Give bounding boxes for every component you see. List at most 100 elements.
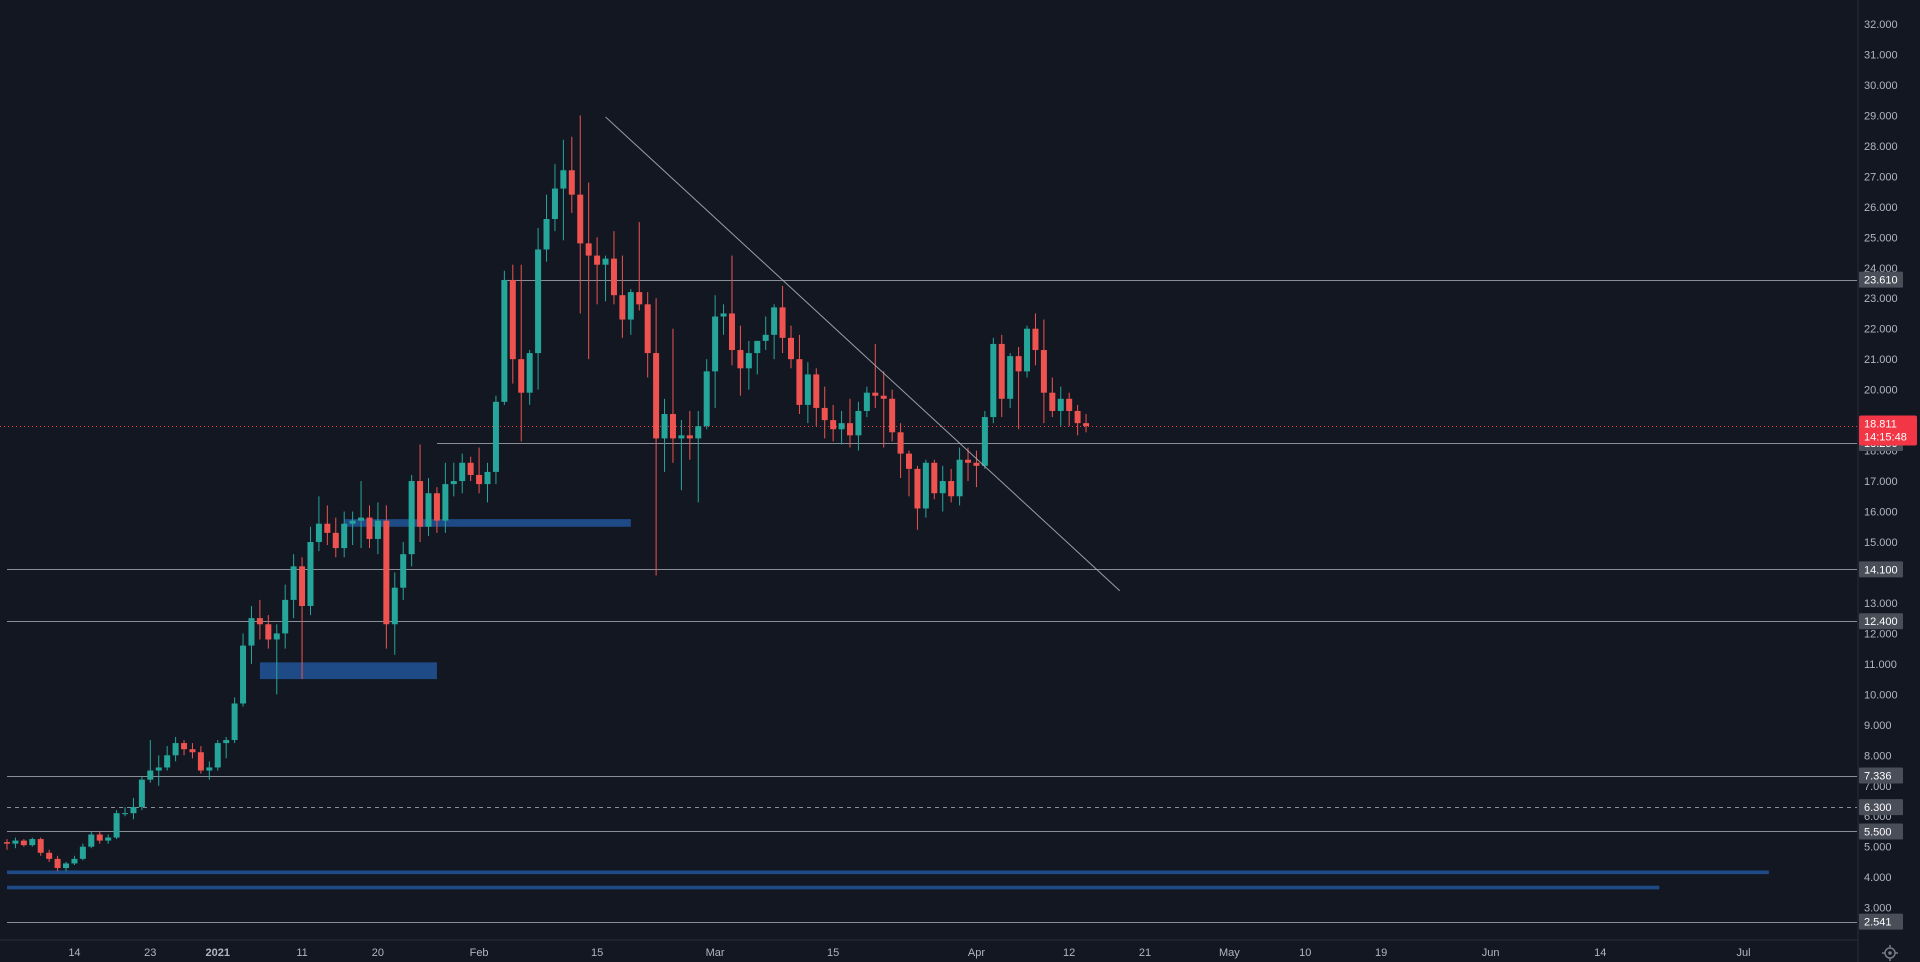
candle[interactable] <box>509 264 516 384</box>
candle[interactable] <box>206 761 213 780</box>
candle[interactable] <box>324 505 331 546</box>
candle[interactable] <box>282 584 289 649</box>
candle[interactable] <box>754 340 761 375</box>
candle[interactable] <box>341 511 348 558</box>
candle[interactable] <box>315 496 322 552</box>
candle[interactable] <box>728 255 735 366</box>
candle[interactable] <box>164 746 171 771</box>
candle[interactable] <box>1007 353 1014 408</box>
candle[interactable] <box>889 389 896 442</box>
candle[interactable] <box>181 740 188 756</box>
candle[interactable] <box>20 839 27 847</box>
candle[interactable] <box>299 557 306 680</box>
candle[interactable] <box>96 831 103 844</box>
candle[interactable] <box>703 359 710 430</box>
candle[interactable] <box>771 304 778 360</box>
candle[interactable] <box>147 740 154 783</box>
candle[interactable] <box>737 325 744 396</box>
candle[interactable] <box>37 837 44 856</box>
candle[interactable] <box>627 289 634 335</box>
candle[interactable] <box>619 255 626 338</box>
time-axis[interactable]: 14 23 2021 11 20 Feb 15 Mar 15 Apr 12 21 May 10 19 Jun 1… <box>68 947 1750 959</box>
candle[interactable] <box>1066 392 1073 427</box>
candle[interactable] <box>189 743 196 759</box>
candle[interactable] <box>998 334 1005 418</box>
candle[interactable] <box>240 633 247 707</box>
candle[interactable] <box>610 231 617 305</box>
candle[interactable] <box>400 541 407 600</box>
candle[interactable] <box>113 810 120 840</box>
candle[interactable] <box>122 807 129 817</box>
candle[interactable] <box>1040 319 1047 424</box>
candle[interactable] <box>256 599 263 640</box>
candle[interactable] <box>501 270 508 405</box>
candle[interactable] <box>922 459 929 518</box>
candle[interactable] <box>484 462 491 503</box>
candle[interactable] <box>830 404 837 442</box>
candle[interactable] <box>796 334 803 415</box>
candle[interactable] <box>172 736 179 762</box>
candle[interactable] <box>1083 414 1090 433</box>
candle[interactable] <box>417 444 424 542</box>
candle[interactable] <box>231 697 238 744</box>
candle[interactable] <box>88 831 95 849</box>
candle[interactable] <box>433 487 440 533</box>
candle[interactable] <box>307 526 314 616</box>
candle[interactable] <box>847 398 853 448</box>
candle[interactable] <box>1015 346 1022 430</box>
candle[interactable] <box>492 395 499 485</box>
candle[interactable] <box>54 855 61 872</box>
candle[interactable] <box>1032 313 1039 366</box>
candle[interactable] <box>551 164 558 232</box>
candle[interactable] <box>374 502 381 555</box>
candle[interactable] <box>568 136 575 213</box>
candle[interactable] <box>29 837 36 847</box>
candle[interactable] <box>476 447 483 494</box>
candle[interactable] <box>105 834 112 844</box>
candle[interactable] <box>678 420 685 491</box>
candle[interactable] <box>290 554 297 619</box>
candle[interactable] <box>695 410 702 503</box>
candle[interactable] <box>450 462 457 497</box>
candle[interactable] <box>63 861 70 872</box>
candle[interactable] <box>138 776 145 811</box>
candle[interactable] <box>585 182 592 360</box>
trendline[interactable] <box>605 116 1121 592</box>
candle[interactable] <box>1049 377 1056 418</box>
candle[interactable] <box>956 447 963 506</box>
candle[interactable] <box>855 401 862 451</box>
candle[interactable] <box>526 350 533 405</box>
candle[interactable] <box>906 450 913 497</box>
candle[interactable] <box>560 139 567 241</box>
candle[interactable] <box>518 264 525 442</box>
candle[interactable] <box>349 511 356 546</box>
candle[interactable] <box>332 517 339 558</box>
candle[interactable] <box>897 423 904 479</box>
candle[interactable] <box>686 410 693 460</box>
candle[interactable] <box>4 839 10 850</box>
candle[interactable] <box>383 505 390 649</box>
candle[interactable] <box>71 855 78 865</box>
settings-gear-icon[interactable] <box>1882 945 1898 961</box>
candle[interactable] <box>602 255 609 302</box>
candle[interactable] <box>12 837 19 849</box>
candle[interactable] <box>459 453 466 494</box>
candle[interactable] <box>197 746 204 774</box>
candle[interactable] <box>273 624 280 695</box>
candle[interactable] <box>644 292 651 378</box>
candle[interactable] <box>745 340 752 390</box>
candle[interactable] <box>636 222 643 311</box>
candle[interactable] <box>939 465 946 512</box>
candle[interactable] <box>223 736 230 759</box>
candle[interactable] <box>990 337 997 424</box>
candle[interactable] <box>46 849 53 862</box>
candle[interactable] <box>248 605 255 664</box>
candle[interactable] <box>720 304 727 335</box>
candle[interactable] <box>779 286 786 354</box>
candle[interactable] <box>79 843 86 861</box>
candle[interactable] <box>442 462 449 533</box>
candle[interactable] <box>965 447 972 482</box>
candle[interactable] <box>948 468 955 503</box>
